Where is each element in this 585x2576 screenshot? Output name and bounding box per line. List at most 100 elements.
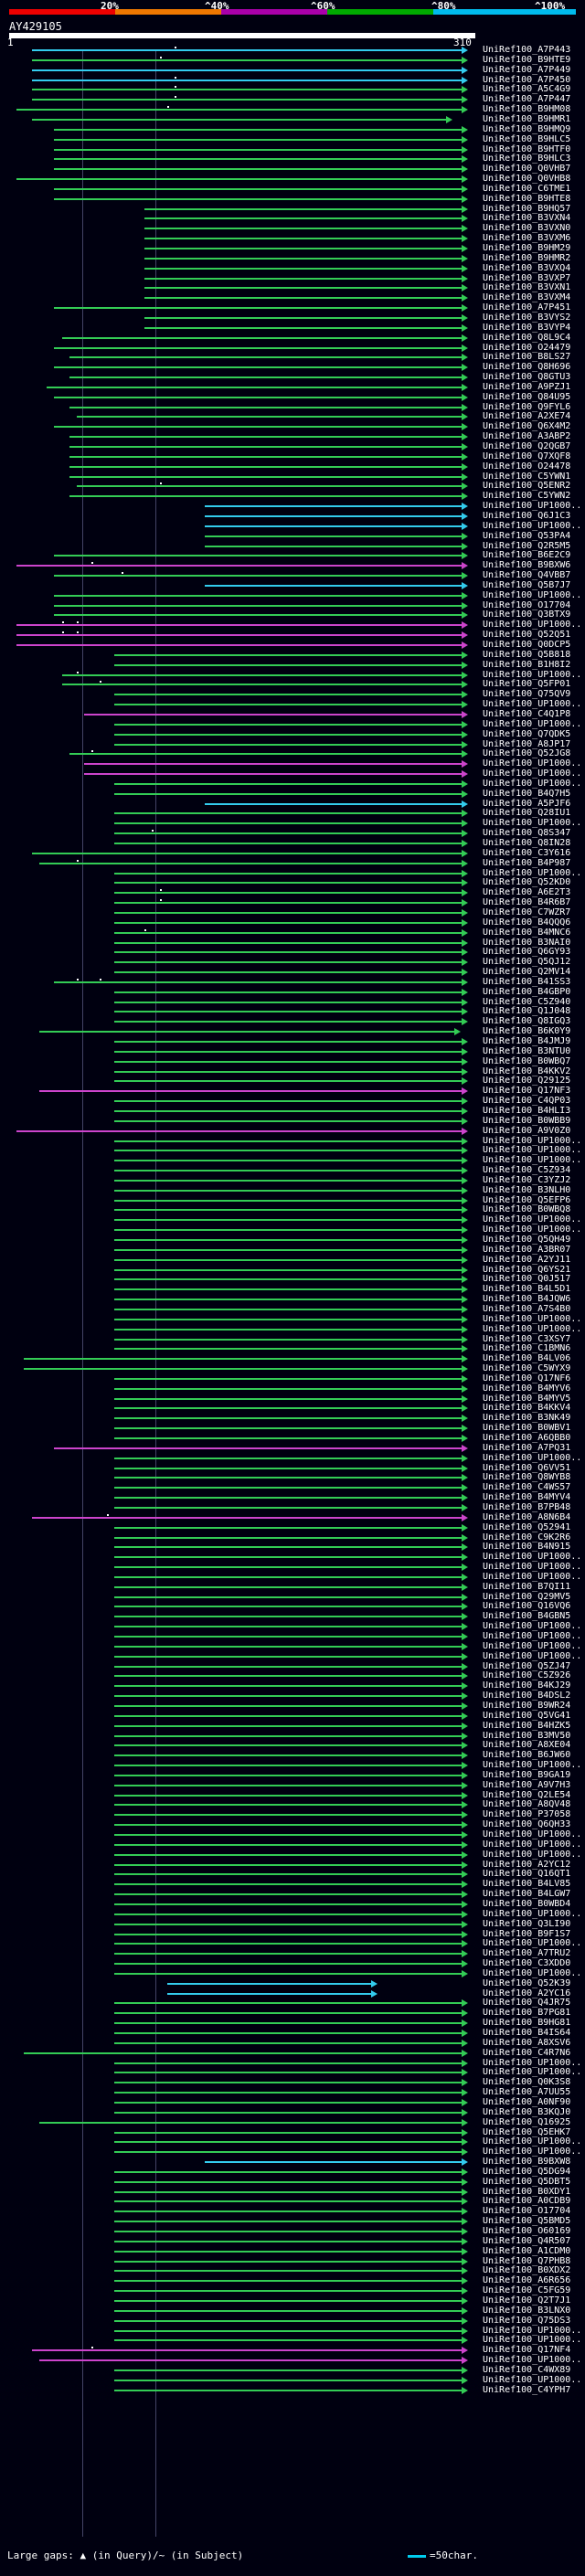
hit-bar[interactable] xyxy=(114,2210,463,2213)
hit-row[interactable]: UniRef100_Q0K3S8 xyxy=(0,2077,585,2088)
hit-bar[interactable] xyxy=(144,287,463,290)
hit-row[interactable]: UniRef100_Q5DG94 xyxy=(0,2167,585,2178)
hit-bar[interactable] xyxy=(54,307,463,310)
hit-row[interactable]: UniRef100_B9HTE9 xyxy=(0,55,585,66)
hit-row[interactable]: UniRef100_B9HTE8 xyxy=(0,194,585,205)
hit-row[interactable]: UniRef100_Q52Q51 xyxy=(0,630,585,641)
hit-bar[interactable] xyxy=(114,1616,463,1618)
hit-label[interactable]: UniRef100_B6K0Y9 xyxy=(483,1026,571,1037)
hit-row[interactable]: UniRef100_B6K0Y9 xyxy=(0,1026,585,1037)
hit-bar[interactable] xyxy=(114,1585,463,1588)
hit-bar[interactable] xyxy=(114,1268,463,1271)
hit-label[interactable]: UniRef100_B9WR24 xyxy=(483,1700,571,1711)
hit-label[interactable]: UniRef100_B4HLI3 xyxy=(483,1105,571,1116)
hit-bar[interactable] xyxy=(114,1566,463,1569)
hit-row[interactable]: UniRef100_Q6QH33 xyxy=(0,1819,585,1830)
hit-row[interactable]: UniRef100_Q52JG8 xyxy=(0,748,585,759)
hit-row[interactable]: UniRef100_A3BR07 xyxy=(0,1245,585,1256)
hit-row[interactable]: UniRef100_C4Q1P8 xyxy=(0,709,585,720)
hit-row[interactable]: UniRef100_Q5QH49 xyxy=(0,1235,585,1246)
hit-row[interactable]: UniRef100_B0WBV1 xyxy=(0,1423,585,1434)
hit-label[interactable]: UniRef100_B3LNX0 xyxy=(483,2305,571,2316)
hit-label[interactable]: UniRef100_B3VXN1 xyxy=(483,282,571,293)
hit-bar[interactable] xyxy=(114,2022,463,2025)
hit-label[interactable]: UniRef100_B3KQJ0 xyxy=(483,2106,571,2117)
hit-row[interactable]: UniRef100_UP1000.. xyxy=(0,590,585,601)
hit-label[interactable]: UniRef100_Q8IN28 xyxy=(483,838,571,848)
hit-row[interactable]: UniRef100_B9GA19 xyxy=(0,1770,585,1781)
hit-row[interactable]: UniRef100_A2YC12 xyxy=(0,1860,585,1871)
hit-bar[interactable] xyxy=(114,812,463,815)
hit-label[interactable]: UniRef100_C3XDD0 xyxy=(483,1958,571,1969)
hit-bar[interactable] xyxy=(54,426,463,429)
hit-row[interactable]: UniRef100_UP1000.. xyxy=(0,2335,585,2346)
hit-label[interactable]: UniRef100_Q5B7J7 xyxy=(483,579,571,590)
hit-label[interactable]: UniRef100_C5YWN2 xyxy=(483,491,571,502)
hit-bar[interactable] xyxy=(61,336,463,339)
hit-row[interactable]: UniRef100_A7P451 xyxy=(0,302,585,313)
hit-label[interactable]: UniRef100_A8XSV6 xyxy=(483,2037,571,2048)
hit-row[interactable]: UniRef100_Q5B7J7 xyxy=(0,579,585,591)
hit-row[interactable]: UniRef100_Q1J048 xyxy=(0,1006,585,1017)
hit-label[interactable]: UniRef100_UP1000.. xyxy=(483,2325,582,2336)
hit-bar[interactable] xyxy=(114,2299,463,2302)
hit-label[interactable]: UniRef100_Q29125 xyxy=(483,1076,571,1087)
hit-row[interactable]: UniRef100_B4QQQ6 xyxy=(0,917,585,928)
hit-bar[interactable] xyxy=(114,1258,463,1261)
hit-bar[interactable] xyxy=(204,525,463,527)
hit-row[interactable]: UniRef100_Q75DS3 xyxy=(0,2316,585,2327)
hit-label[interactable]: UniRef100_B4LV85 xyxy=(483,1879,571,1890)
hit-label[interactable]: UniRef100_Q28IU1 xyxy=(483,808,571,819)
hit-label[interactable]: UniRef100_C4QP03 xyxy=(483,1096,571,1107)
hit-row[interactable]: UniRef100_Q8L9C4 xyxy=(0,333,585,344)
hit-row[interactable]: UniRef100_Q9FYL6 xyxy=(0,402,585,413)
hit-bar[interactable] xyxy=(114,1665,463,1668)
hit-row[interactable]: UniRef100_O17704 xyxy=(0,599,585,611)
hit-label[interactable]: UniRef100_Q2R5M5 xyxy=(483,540,571,551)
hit-row[interactable]: UniRef100_Q2R5M5 xyxy=(0,540,585,552)
hit-label[interactable]: UniRef100_O17704 xyxy=(483,599,571,610)
hit-row[interactable]: UniRef100_UP1000.. xyxy=(0,1136,585,1147)
hit-row[interactable]: UniRef100_B9HMR2 xyxy=(0,253,585,264)
hit-row[interactable]: UniRef100_UP1000.. xyxy=(0,1850,585,1860)
hit-bar[interactable] xyxy=(114,882,463,885)
hit-row[interactable]: UniRef100_B9HTF0 xyxy=(0,144,585,155)
hit-bar[interactable] xyxy=(114,951,463,954)
hit-bar[interactable] xyxy=(114,2369,463,2371)
hit-bar[interactable] xyxy=(114,1963,463,1966)
hit-row[interactable]: UniRef100_B4MYV4 xyxy=(0,1492,585,1503)
hit-row[interactable]: UniRef100_B3NLH0 xyxy=(0,1185,585,1196)
hit-row[interactable]: UniRef100_C9K2R6 xyxy=(0,1532,585,1543)
hit-label[interactable]: UniRef100_C5Z940 xyxy=(483,996,571,1007)
hit-label[interactable]: UniRef100_B4KJ29 xyxy=(483,1680,571,1691)
hit-bar[interactable] xyxy=(114,2131,463,2134)
hit-label[interactable]: UniRef100_O17704 xyxy=(483,2206,571,2217)
hit-label[interactable]: UniRef100_C5YWN1 xyxy=(483,471,571,482)
hit-row[interactable]: UniRef100_UP1000.. xyxy=(0,818,585,829)
hit-bar[interactable] xyxy=(114,1150,463,1152)
hit-label[interactable]: UniRef100_B7PG81 xyxy=(483,2008,571,2019)
hit-bar[interactable] xyxy=(114,1209,463,1212)
hit-row[interactable]: UniRef100_C3XSY7 xyxy=(0,1334,585,1345)
hit-bar[interactable] xyxy=(114,2101,463,2104)
hit-bar[interactable] xyxy=(114,1744,463,1747)
hit-label[interactable]: UniRef100_B3VYP4 xyxy=(483,322,571,333)
hit-label[interactable]: UniRef100_Q1J048 xyxy=(483,1006,571,1017)
hit-label[interactable]: UniRef100_UP1000.. xyxy=(483,1631,582,1641)
hit-bar[interactable] xyxy=(114,1100,463,1103)
hit-label[interactable]: UniRef100_UP1000.. xyxy=(483,1452,582,1463)
hit-label[interactable]: UniRef100_UP1000.. xyxy=(483,1760,582,1771)
hit-bar[interactable] xyxy=(114,911,463,914)
hit-bar[interactable] xyxy=(114,2190,463,2193)
hit-row[interactable]: UniRef100_UP1000.. xyxy=(0,868,585,879)
hit-label[interactable]: UniRef100_C7WZR7 xyxy=(483,906,571,917)
hit-row[interactable]: UniRef100_B4KKV4 xyxy=(0,1403,585,1414)
hit-row[interactable]: UniRef100_A2YJ11 xyxy=(0,1255,585,1266)
hit-row[interactable]: UniRef100_B3MV50 xyxy=(0,1731,585,1742)
hit-label[interactable]: UniRef100_A6E2T3 xyxy=(483,887,571,898)
hit-bar[interactable] xyxy=(144,297,463,300)
hit-label[interactable]: UniRef100_A7P447 xyxy=(483,94,571,105)
hit-bar[interactable] xyxy=(114,1318,463,1320)
hit-label[interactable]: UniRef100_A7S4B0 xyxy=(483,1303,571,1314)
hit-bar[interactable] xyxy=(114,782,463,785)
